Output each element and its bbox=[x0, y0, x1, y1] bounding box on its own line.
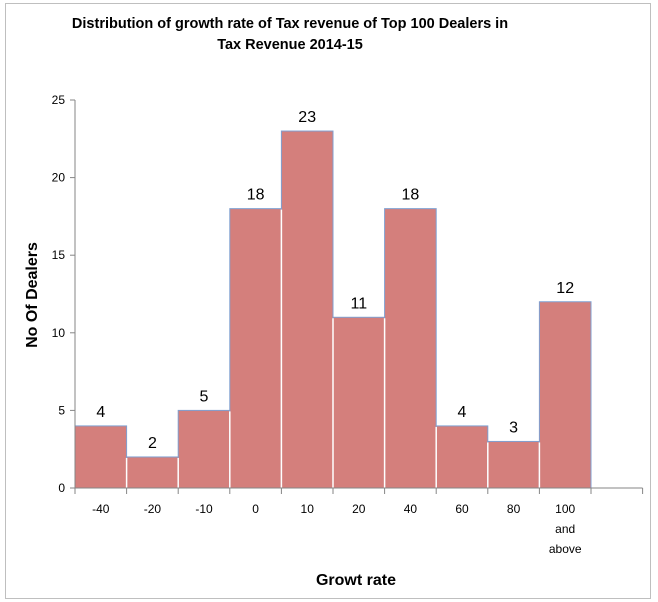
bar-2 bbox=[126, 456, 179, 489]
data-label-7: 18 bbox=[402, 187, 420, 204]
bar-5 bbox=[280, 130, 334, 489]
bar-4 bbox=[229, 208, 282, 489]
data-label-3: 5 bbox=[200, 388, 209, 405]
x-tick-label: -40 bbox=[92, 502, 110, 516]
y-tick-label: 15 bbox=[52, 248, 66, 262]
data-label-6: 11 bbox=[350, 295, 367, 312]
y-tick-label: 25 bbox=[52, 93, 66, 107]
y-tick-label: 10 bbox=[52, 326, 66, 340]
data-label-4: 18 bbox=[247, 187, 265, 204]
bar-10 bbox=[538, 301, 592, 489]
x-tick-label: -20 bbox=[144, 502, 162, 516]
x-tick-label: 40 bbox=[404, 502, 418, 516]
bar-7 bbox=[384, 208, 437, 489]
x-tick-label: 100 and above bbox=[549, 502, 582, 556]
bar-6 bbox=[332, 316, 386, 489]
data-label-9: 3 bbox=[509, 419, 518, 436]
labels-layer: 4 2 5 18 23 11 18 4 3 12 bbox=[96, 109, 574, 452]
x-tick-label: 10 bbox=[301, 502, 315, 516]
x-tick-label: 60 bbox=[455, 502, 469, 516]
bar-3 bbox=[177, 409, 231, 489]
chart-title: Distribution of growth rate of Tax reven… bbox=[71, 16, 509, 53]
data-label-1: 4 bbox=[96, 404, 105, 421]
y-tick-label: 20 bbox=[52, 171, 66, 185]
x-tick-label: -10 bbox=[195, 502, 213, 516]
data-label-2: 2 bbox=[148, 435, 157, 452]
data-label-5: 23 bbox=[298, 109, 316, 126]
data-label-8: 4 bbox=[458, 404, 467, 421]
bar-9 bbox=[487, 440, 540, 489]
y-tick-label: 0 bbox=[58, 481, 65, 495]
bar-8 bbox=[435, 425, 489, 489]
x-tick-label: 80 bbox=[507, 502, 521, 516]
data-label-10: 12 bbox=[556, 280, 574, 297]
x-axis-title: Growt rate bbox=[316, 572, 396, 589]
y-tick-label: 5 bbox=[58, 403, 65, 417]
x-tick-label: 20 bbox=[352, 502, 366, 516]
bars-layer bbox=[74, 130, 592, 489]
y-axis-title: No Of Dealers bbox=[24, 242, 41, 348]
x-tick-label: 0 bbox=[252, 502, 259, 516]
bar-1 bbox=[74, 425, 128, 489]
